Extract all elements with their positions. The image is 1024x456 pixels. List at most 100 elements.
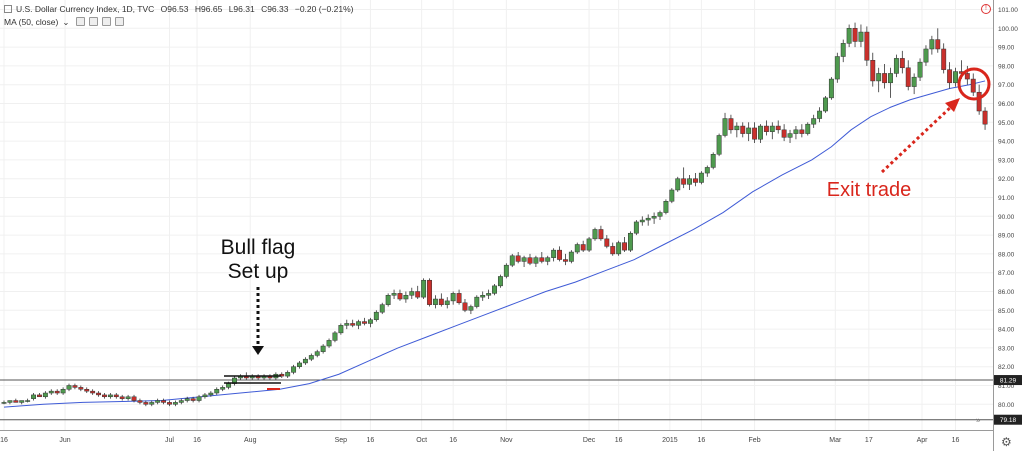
candle[interactable] (178, 398, 184, 405)
candle[interactable] (763, 120, 769, 136)
candle[interactable] (184, 396, 190, 403)
candle[interactable] (628, 231, 633, 253)
candle[interactable] (622, 236, 627, 253)
candle[interactable] (84, 387, 90, 394)
candle[interactable] (923, 45, 929, 66)
candle[interactable] (125, 394, 131, 401)
candle[interactable] (811, 114, 817, 128)
candle[interactable] (610, 242, 616, 256)
candle[interactable] (852, 22, 858, 48)
candle[interactable] (645, 214, 651, 226)
candle[interactable] (568, 250, 574, 264)
candle[interactable] (450, 291, 456, 305)
candle[interactable] (54, 389, 60, 395)
candle[interactable] (834, 52, 840, 83)
candle[interactable] (592, 227, 598, 241)
candle[interactable] (332, 330, 338, 343)
candle[interactable] (639, 216, 645, 226)
candle[interactable] (190, 396, 196, 403)
candle[interactable] (474, 295, 480, 309)
candle[interactable] (486, 289, 492, 300)
candle[interactable] (539, 252, 545, 264)
candle[interactable] (509, 253, 515, 268)
candle[interactable] (870, 52, 876, 87)
candle[interactable] (805, 122, 811, 136)
candle[interactable] (669, 188, 675, 204)
candle[interactable] (545, 255, 551, 266)
candle[interactable] (616, 240, 622, 256)
candle[interactable] (149, 400, 155, 407)
candle[interactable] (362, 317, 367, 326)
candle[interactable] (131, 394, 137, 403)
candle[interactable] (37, 393, 42, 398)
candle[interactable] (953, 67, 958, 87)
candle[interactable] (917, 58, 923, 81)
candle[interactable] (302, 357, 308, 365)
candle[interactable] (722, 112, 728, 138)
candle[interactable] (899, 50, 905, 74)
candle[interactable] (710, 152, 716, 170)
candle[interactable] (828, 77, 834, 100)
candle[interactable] (78, 385, 84, 392)
candle[interactable] (787, 129, 793, 143)
candle[interactable] (775, 120, 781, 134)
candle[interactable] (657, 210, 663, 221)
candle[interactable] (557, 246, 562, 262)
candle[interactable] (432, 295, 438, 309)
candle[interactable] (604, 235, 610, 249)
candle[interactable] (373, 310, 379, 322)
candle[interactable] (113, 393, 119, 399)
candle[interactable] (155, 398, 161, 405)
candle[interactable] (935, 28, 941, 53)
candle[interactable] (858, 24, 864, 48)
candle[interactable] (385, 293, 391, 307)
candle[interactable] (515, 252, 521, 264)
gear-icon[interactable]: ⚙ (1001, 435, 1012, 449)
candle[interactable] (367, 317, 373, 328)
candle[interactable] (693, 173, 698, 187)
candle[interactable] (314, 349, 320, 358)
candle[interactable] (421, 278, 427, 300)
settings-mini-icon[interactable] (88, 17, 98, 26)
candle[interactable] (338, 323, 344, 335)
candle[interactable] (172, 400, 178, 407)
candle[interactable] (574, 242, 580, 254)
candle[interactable] (846, 24, 852, 48)
candle[interactable] (681, 167, 687, 189)
candle[interactable] (651, 212, 657, 224)
candle[interactable] (42, 391, 48, 399)
square-icon[interactable] (4, 5, 12, 13)
candle[interactable] (823, 95, 828, 113)
candle[interactable] (90, 389, 96, 395)
candle[interactable] (391, 289, 397, 300)
candle[interactable] (746, 122, 752, 142)
close-mini-icon[interactable] (101, 17, 111, 26)
candle[interactable] (438, 293, 444, 307)
candle[interactable] (196, 394, 202, 403)
candle[interactable] (462, 299, 468, 313)
candle[interactable] (734, 122, 740, 138)
candle[interactable] (941, 43, 947, 74)
candle[interactable] (888, 67, 893, 98)
candle[interactable] (876, 67, 882, 93)
candle[interactable] (781, 124, 787, 142)
candle[interactable] (769, 122, 775, 140)
candle[interactable] (864, 26, 870, 66)
candle[interactable] (793, 126, 799, 140)
candle[interactable] (976, 84, 982, 115)
more-mini-icon[interactable] (114, 17, 124, 26)
candle[interactable] (72, 383, 78, 390)
candle[interactable] (752, 122, 758, 143)
candle[interactable] (31, 393, 37, 401)
candle[interactable] (350, 319, 356, 328)
candle[interactable] (137, 398, 143, 405)
candle[interactable] (687, 174, 693, 190)
candle[interactable] (970, 73, 976, 96)
candle[interactable] (444, 297, 450, 309)
candle[interactable] (25, 398, 31, 403)
candle[interactable] (947, 62, 953, 89)
candle[interactable] (297, 361, 302, 369)
candle[interactable] (533, 255, 539, 268)
